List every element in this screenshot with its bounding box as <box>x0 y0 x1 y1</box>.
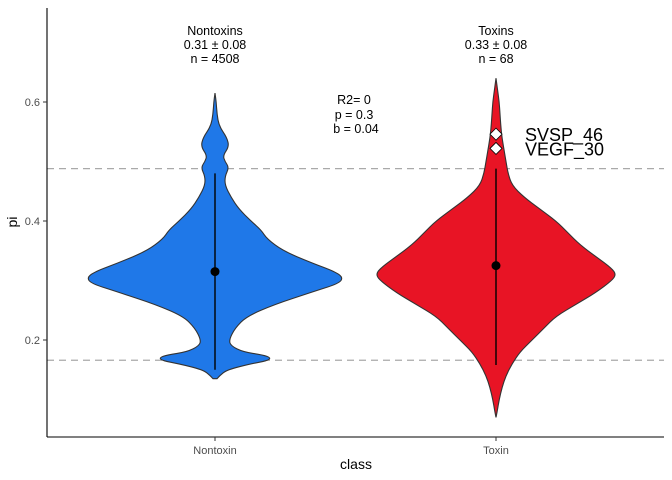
x-tick-label: Nontoxin <box>193 445 236 457</box>
group-header-line: Toxins <box>478 24 513 38</box>
group-header-line: 0.33 ± 0.08 <box>465 38 528 52</box>
mean-point-nontoxin <box>210 267 220 277</box>
stats-p: p = 0.3 <box>335 108 374 122</box>
y-tick-label: 0.4 <box>25 216 40 228</box>
x-axis-title: class <box>340 456 372 472</box>
stats-b: b = 0.04 <box>333 122 379 136</box>
y-tick-label: 0.2 <box>25 335 40 347</box>
x-tick-label: Toxin <box>483 445 509 457</box>
reference-lines <box>47 167 664 361</box>
group-header-line: n = 4508 <box>190 52 239 66</box>
group-header-line: n = 68 <box>478 52 513 66</box>
stats-annotation: R2= 0 p = 0.3 b = 0.04 <box>333 93 379 136</box>
y-tick-label: 0.6 <box>25 97 40 109</box>
group-header-line: Nontoxins <box>187 24 243 38</box>
outlier-marker <box>489 141 503 155</box>
y-axis-title: pi <box>4 217 20 228</box>
summary-marks <box>210 168 501 370</box>
mean-point-toxin <box>491 261 501 271</box>
y-axis-ticks: 0.2 0.4 0.6 <box>25 97 47 347</box>
outlier-label: VEGF_30 <box>525 139 604 160</box>
stats-r2: R2= 0 <box>337 93 371 107</box>
x-axis-ticks: Nontoxin Toxin <box>193 437 509 457</box>
group-header-line: 0.31 ± 0.08 <box>184 38 247 52</box>
outlier-marker <box>489 127 503 141</box>
outlier-label: SVSP_46 <box>525 125 603 146</box>
